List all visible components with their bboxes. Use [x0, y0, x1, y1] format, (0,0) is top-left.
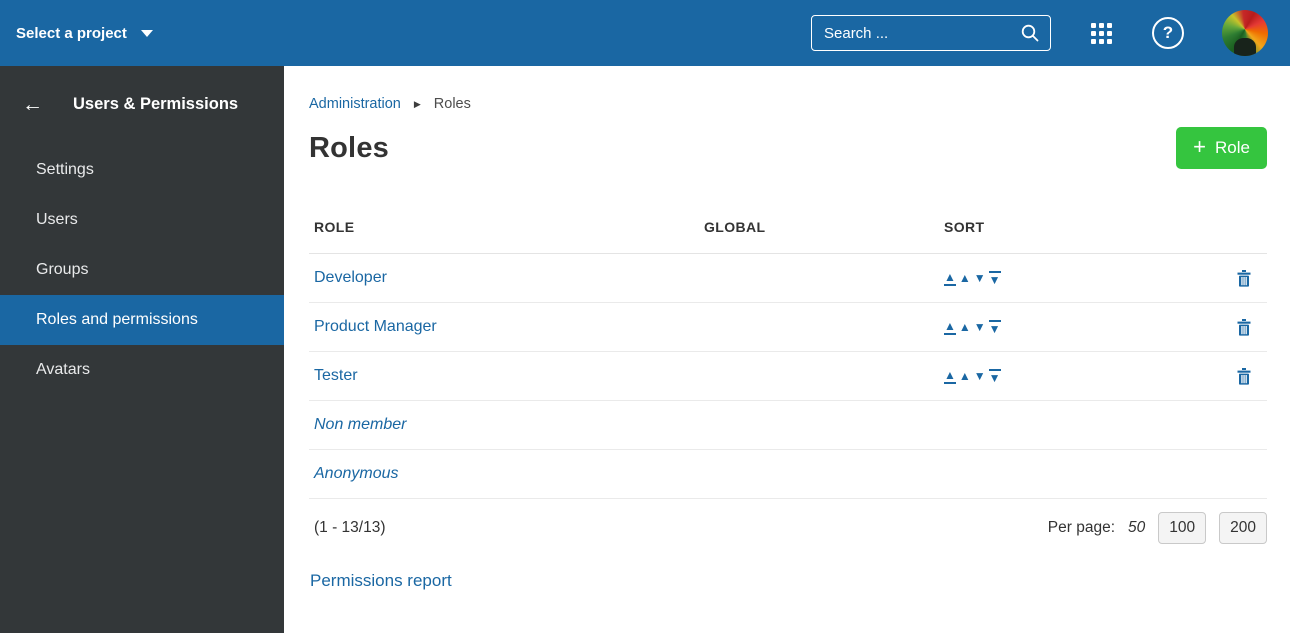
- breadcrumb-administration-link[interactable]: Administration: [309, 96, 401, 112]
- chevron-down-icon: [140, 29, 153, 37]
- help-glyph: ?: [1162, 23, 1174, 42]
- column-header-sort: SORT: [944, 219, 985, 235]
- sort-up-icon[interactable]: ▲: [958, 320, 971, 334]
- sort-controls: ▲ ▲ ▼ ▼: [944, 269, 1223, 287]
- search-input[interactable]: [824, 24, 1020, 42]
- delete-role-icon[interactable]: [1237, 367, 1251, 385]
- add-role-button[interactable]: + Role: [1176, 127, 1267, 169]
- breadcrumb-separator-icon: ▶: [413, 98, 421, 109]
- sidebar-item-avatars[interactable]: Avatars: [36, 361, 90, 378]
- sort-to-top-icon[interactable]: ▲: [944, 318, 956, 335]
- search-icon[interactable]: [1020, 23, 1040, 43]
- sort-to-top-icon[interactable]: ▲: [944, 269, 956, 286]
- page-title: Roles: [309, 131, 389, 164]
- table-row: Anonymous: [309, 450, 1267, 499]
- role-link-developer[interactable]: Developer: [314, 269, 387, 286]
- per-page-option-100[interactable]: 100: [1158, 512, 1207, 544]
- sort-controls: ▲ ▲ ▼ ▼: [944, 367, 1223, 385]
- sidebar-item-roles-and-permissions[interactable]: Roles and permissions: [0, 295, 284, 345]
- table-row: Non member: [309, 401, 1267, 450]
- column-header-role: ROLE: [314, 219, 355, 235]
- table-row: Product Manager ▲ ▲ ▼ ▼: [309, 303, 1267, 352]
- apps-grid-icon[interactable]: [1089, 21, 1114, 46]
- column-header-global: GLOBAL: [704, 219, 766, 235]
- pagination-bar: (1 - 13/13) Per page: 50 100 200: [309, 512, 1267, 544]
- admin-sidebar: ← Users & Permissions Settings Users Gro…: [0, 66, 284, 633]
- sort-to-bottom-icon[interactable]: ▼: [988, 368, 1001, 385]
- add-role-button-label: Role: [1215, 138, 1250, 157]
- sidebar-item-groups[interactable]: Groups: [36, 261, 89, 278]
- top-navigation-bar: Select a project ?: [0, 0, 1290, 66]
- topbar-right-group: ?: [811, 10, 1268, 56]
- per-page-current: 50: [1128, 519, 1146, 536]
- role-link-non-member[interactable]: Non member: [314, 416, 407, 433]
- breadcrumb: Administration ▶ Roles: [309, 96, 1267, 112]
- sort-down-icon[interactable]: ▼: [973, 271, 986, 285]
- table-header-row: ROLE GLOBAL SORT: [309, 219, 1267, 254]
- sort-down-icon[interactable]: ▼: [973, 320, 986, 334]
- per-page-label: Per page:: [1047, 519, 1115, 536]
- sidebar-menu: Settings Users Groups Roles and permissi…: [0, 145, 284, 395]
- delete-role-icon[interactable]: [1237, 269, 1251, 287]
- project-selector-button[interactable]: Select a project: [8, 19, 161, 48]
- sidebar-header: ← Users & Permissions: [0, 66, 284, 135]
- global-search-box: [811, 15, 1051, 51]
- plus-icon: +: [1193, 134, 1207, 159]
- sort-to-bottom-icon[interactable]: ▼: [988, 270, 1001, 287]
- user-avatar[interactable]: [1222, 10, 1268, 56]
- permissions-report-link[interactable]: Permissions report: [310, 571, 452, 590]
- per-page-group: Per page: 50 100 200: [1048, 512, 1267, 544]
- role-link-product-manager[interactable]: Product Manager: [314, 318, 437, 335]
- sort-controls: ▲ ▲ ▼ ▼: [944, 318, 1223, 336]
- table-row: Developer ▲ ▲ ▼ ▼: [309, 254, 1267, 303]
- roles-table: ROLE GLOBAL SORT Developer ▲ ▲ ▼ ▼: [309, 219, 1267, 499]
- table-row: Tester ▲ ▲ ▼ ▼: [309, 352, 1267, 401]
- sidebar-title: Users & Permissions: [73, 95, 239, 113]
- project-selector-label: Select a project: [16, 24, 127, 42]
- sort-up-icon[interactable]: ▲: [958, 369, 971, 383]
- breadcrumb-current: Roles: [433, 96, 471, 112]
- sort-to-bottom-icon[interactable]: ▼: [988, 319, 1001, 336]
- sort-to-top-icon[interactable]: ▲: [944, 367, 956, 384]
- per-page-option-200[interactable]: 200: [1219, 512, 1267, 544]
- title-row: Roles + Role: [309, 127, 1267, 169]
- sidebar-item-users[interactable]: Users: [36, 211, 78, 228]
- role-link-anonymous[interactable]: Anonymous: [314, 465, 399, 482]
- role-link-tester[interactable]: Tester: [314, 367, 358, 384]
- main-content: Administration ▶ Roles Roles + Role ROLE…: [284, 66, 1290, 633]
- sidebar-item-settings[interactable]: Settings: [36, 161, 94, 178]
- help-icon[interactable]: ?: [1152, 17, 1184, 49]
- delete-role-icon[interactable]: [1237, 318, 1251, 336]
- sort-down-icon[interactable]: ▼: [973, 369, 986, 383]
- pagination-range: (1 - 13/13): [314, 519, 386, 536]
- back-arrow-icon[interactable]: ←: [22, 93, 43, 116]
- page-layout: ← Users & Permissions Settings Users Gro…: [0, 66, 1290, 633]
- sort-up-icon[interactable]: ▲: [958, 271, 971, 285]
